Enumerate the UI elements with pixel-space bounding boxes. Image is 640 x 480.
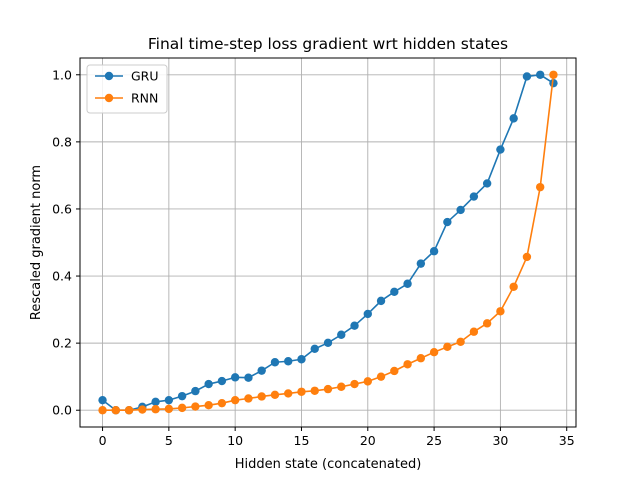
data-point-rnn <box>509 282 518 291</box>
x-tick-label: 30 <box>492 433 508 448</box>
data-point-rnn <box>111 406 121 415</box>
y-tick-label: 1.0 <box>52 67 72 82</box>
legend-marker <box>104 93 114 103</box>
legend-label: GRU <box>131 69 159 84</box>
data-point-rnn <box>522 252 532 262</box>
data-point-rnn <box>350 379 359 389</box>
data-point-rnn <box>191 402 200 411</box>
data-point-rnn <box>138 405 147 414</box>
data-point-gru <box>416 259 426 268</box>
data-point-gru <box>284 357 293 366</box>
data-point-rnn <box>297 387 306 396</box>
data-point-gru <box>323 338 333 348</box>
data-point-gru <box>310 344 319 354</box>
data-point-gru <box>297 355 306 364</box>
data-point-rnn <box>416 354 426 363</box>
data-point-rnn <box>151 405 160 414</box>
data-point-rnn <box>549 70 558 79</box>
x-tick-label: 10 <box>227 433 243 448</box>
series-layer <box>98 70 558 415</box>
y-tick-label: 0.6 <box>52 201 72 216</box>
data-point-rnn <box>535 182 545 192</box>
data-point-gru <box>98 395 107 405</box>
data-point-gru <box>337 330 346 339</box>
x-tick-label: 35 <box>559 433 575 448</box>
data-point-rnn <box>456 337 465 346</box>
data-point-rnn <box>496 307 505 316</box>
data-point-gru <box>549 78 558 88</box>
data-point-rnn <box>443 342 452 352</box>
data-point-rnn <box>390 366 399 376</box>
data-point-rnn <box>98 406 107 415</box>
data-point-gru <box>469 192 479 201</box>
data-point-gru <box>535 70 545 79</box>
data-point-gru <box>429 247 439 256</box>
plot-frame <box>79 57 577 428</box>
data-point-rnn <box>469 327 479 336</box>
data-point-gru <box>191 386 200 396</box>
y-tick-label: 0.2 <box>52 336 72 351</box>
y-tick-label: 0.8 <box>52 134 72 149</box>
legend-label: RNN <box>131 91 158 106</box>
y-tick-label: 0.4 <box>52 269 72 284</box>
data-point-rnn <box>177 403 187 413</box>
data-point-rnn <box>164 404 174 414</box>
data-point-rnn <box>310 386 319 395</box>
data-point-rnn <box>217 398 227 408</box>
data-point-gru <box>390 287 399 297</box>
series-rnn <box>98 70 558 415</box>
data-point-gru <box>522 72 532 81</box>
x-tick-label: 0 <box>99 433 107 448</box>
x-tick-label: 15 <box>294 433 310 448</box>
data-point-rnn <box>482 319 492 328</box>
data-point-rnn <box>363 377 372 386</box>
data-point-rnn <box>204 400 213 410</box>
data-point-gru <box>509 114 518 123</box>
data-point-gru <box>270 358 280 367</box>
x-tick-label: 5 <box>165 433 173 448</box>
data-point-gru <box>257 366 266 375</box>
x-axis-label: Hidden state (concatenated) <box>235 457 422 472</box>
legend-marker <box>104 71 114 81</box>
data-point-gru <box>244 373 253 382</box>
data-point-gru <box>217 376 227 386</box>
y-tick-label: 0.0 <box>52 403 72 418</box>
data-point-rnn <box>429 347 439 357</box>
data-point-gru <box>350 321 359 330</box>
data-point-gru <box>204 379 213 389</box>
data-point-gru <box>363 309 372 319</box>
data-point-gru <box>151 397 160 407</box>
data-point-gru <box>177 391 187 401</box>
ticks: 0 5 10 15 20 25 30 35 0.0 0.2 0.4 0.6 0.8 1.0 <box>52 67 575 448</box>
data-point-rnn <box>337 382 346 391</box>
legend: GRU RNN <box>86 64 168 114</box>
data-point-gru <box>164 395 174 405</box>
data-point-gru <box>230 373 240 382</box>
data-point-rnn <box>124 406 134 415</box>
data-point-gru <box>403 279 412 288</box>
x-tick-label: 25 <box>426 433 442 448</box>
y-axis-label: Rescaled gradient norm <box>29 165 44 320</box>
data-point-rnn <box>403 360 412 369</box>
data-point-gru <box>376 296 386 306</box>
data-point-gru <box>496 145 505 154</box>
data-point-rnn <box>230 395 240 405</box>
data-point-gru <box>443 217 452 227</box>
data-point-rnn <box>284 389 293 398</box>
data-point-gru <box>456 205 465 215</box>
data-point-rnn <box>244 394 253 403</box>
data-point-rnn <box>257 392 266 401</box>
data-point-rnn <box>270 390 280 399</box>
data-point-gru <box>482 179 492 188</box>
data-point-rnn <box>323 384 333 394</box>
chart-title: Final time-step loss gradient wrt hidden… <box>148 35 508 53</box>
data-point-rnn <box>376 372 386 381</box>
x-tick-label: 20 <box>360 433 376 448</box>
